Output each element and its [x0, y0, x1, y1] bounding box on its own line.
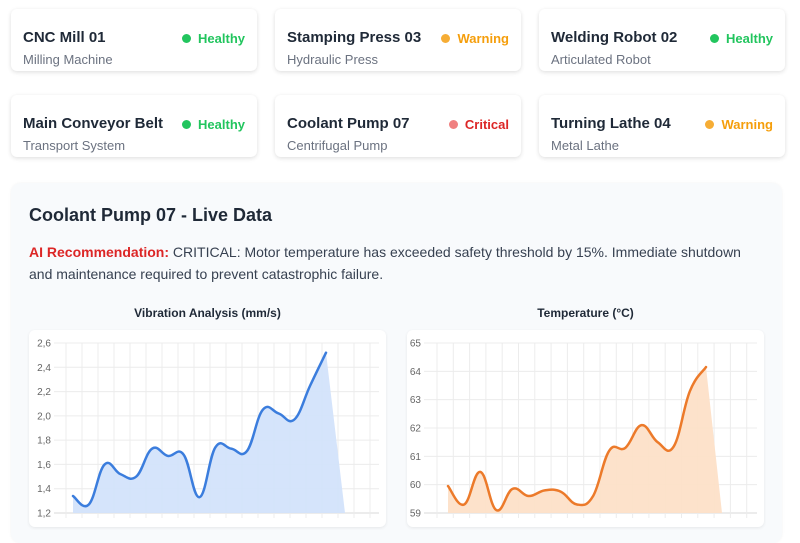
status-dot-icon [441, 34, 451, 43]
machine-card-main-conveyor-belt[interactable]: Main Conveyor Belt Transport System Heal… [11, 95, 257, 157]
status-dot-icon [182, 34, 192, 43]
status-badge: Healthy [182, 117, 245, 132]
svg-text:65: 65 [410, 339, 422, 350]
live-data-panel: Coolant Pump 07 - Live Data AI Recommend… [11, 183, 782, 543]
machine-name: Coolant Pump 07 [287, 115, 410, 132]
status-label: Healthy [198, 117, 245, 132]
panel-title: Coolant Pump 07 - Live Data [29, 205, 273, 225]
machine-type: Transport System [23, 138, 126, 153]
status-label: Healthy [726, 31, 773, 46]
svg-text:2,2: 2,2 [37, 387, 51, 398]
svg-text:63: 63 [410, 395, 422, 406]
machine-name: CNC Mill 01 [23, 29, 106, 46]
temperature-chart-title: Temperature (°C) [537, 306, 634, 320]
machine-card-coolant-pump-07[interactable]: Coolant Pump 07 Centrifugal Pump Critica… [275, 95, 521, 157]
svg-text:61: 61 [410, 452, 422, 463]
status-label: Healthy [198, 31, 245, 46]
temperature-chart[interactable]: 65 64 63 62 61 60 59 [407, 330, 764, 527]
machine-type: Milling Machine [23, 52, 113, 67]
machine-name: Turning Lathe 04 [551, 115, 671, 132]
status-dot-icon [710, 34, 720, 43]
svg-text:62: 62 [410, 424, 422, 435]
status-badge: Warning [705, 117, 773, 132]
svg-text:60: 60 [410, 480, 422, 491]
svg-text:64: 64 [410, 367, 422, 378]
ai-recommendation-text: CRITICAL: Motor temperature has exceeded… [29, 244, 741, 282]
machine-name: Main Conveyor Belt [23, 115, 164, 132]
machine-name: Welding Robot 02 [551, 29, 678, 46]
machine-name: Stamping Press 03 [287, 29, 422, 46]
machine-type: Centrifugal Pump [287, 138, 388, 153]
machine-card-cnc-mill-01[interactable]: CNC Mill 01 Milling Machine Healthy [11, 9, 257, 71]
machine-type: Metal Lathe [551, 138, 619, 153]
svg-text:2,6: 2,6 [37, 339, 51, 350]
svg-text:1,8: 1,8 [37, 436, 51, 447]
machine-card-stamping-press-03[interactable]: Stamping Press 03 Hydraulic Press Warnin… [275, 9, 521, 71]
status-badge: Healthy [182, 31, 245, 46]
status-dot-icon [182, 120, 192, 129]
machine-card-welding-robot-02[interactable]: Welding Robot 02 Articulated Robot Healt… [539, 9, 785, 71]
machine-type: Articulated Robot [551, 52, 651, 67]
svg-text:2,4: 2,4 [37, 363, 51, 374]
ai-recommendation: AI Recommendation: CRITICAL: Motor tempe… [29, 241, 749, 285]
ai-recommendation-label: AI Recommendation: [29, 244, 170, 260]
status-label: Critical [464, 117, 509, 132]
vibration-chart-title: Vibration Analysis (mm/s) [134, 306, 281, 320]
machine-type: Hydraulic Press [287, 52, 379, 67]
vibration-chart[interactable]: 2,6 2,4 2,2 2,0 1,8 1,6 1,4 1,2 [29, 330, 386, 527]
svg-text:2,0: 2,0 [37, 411, 51, 422]
temperature-chart-canvas[interactable]: 65 64 63 62 61 60 59 [407, 330, 764, 527]
status-label: Warning [457, 31, 509, 46]
status-badge: Warning [441, 31, 509, 46]
machine-card-turning-lathe-04[interactable]: Turning Lathe 04 Metal Lathe Warning [539, 95, 785, 157]
svg-text:1,4: 1,4 [37, 484, 51, 495]
status-dot-icon [448, 120, 458, 129]
svg-text:1,6: 1,6 [37, 460, 51, 471]
status-dot-icon [705, 120, 715, 129]
svg-text:1,2: 1,2 [37, 509, 51, 520]
status-label: Warning [721, 117, 773, 132]
status-badge: Healthy [710, 31, 773, 46]
svg-text:59: 59 [410, 509, 422, 520]
status-badge: Critical [448, 117, 509, 132]
vibration-chart-canvas[interactable]: 2,6 2,4 2,2 2,0 1,8 1,6 1,4 1,2 [29, 330, 386, 527]
